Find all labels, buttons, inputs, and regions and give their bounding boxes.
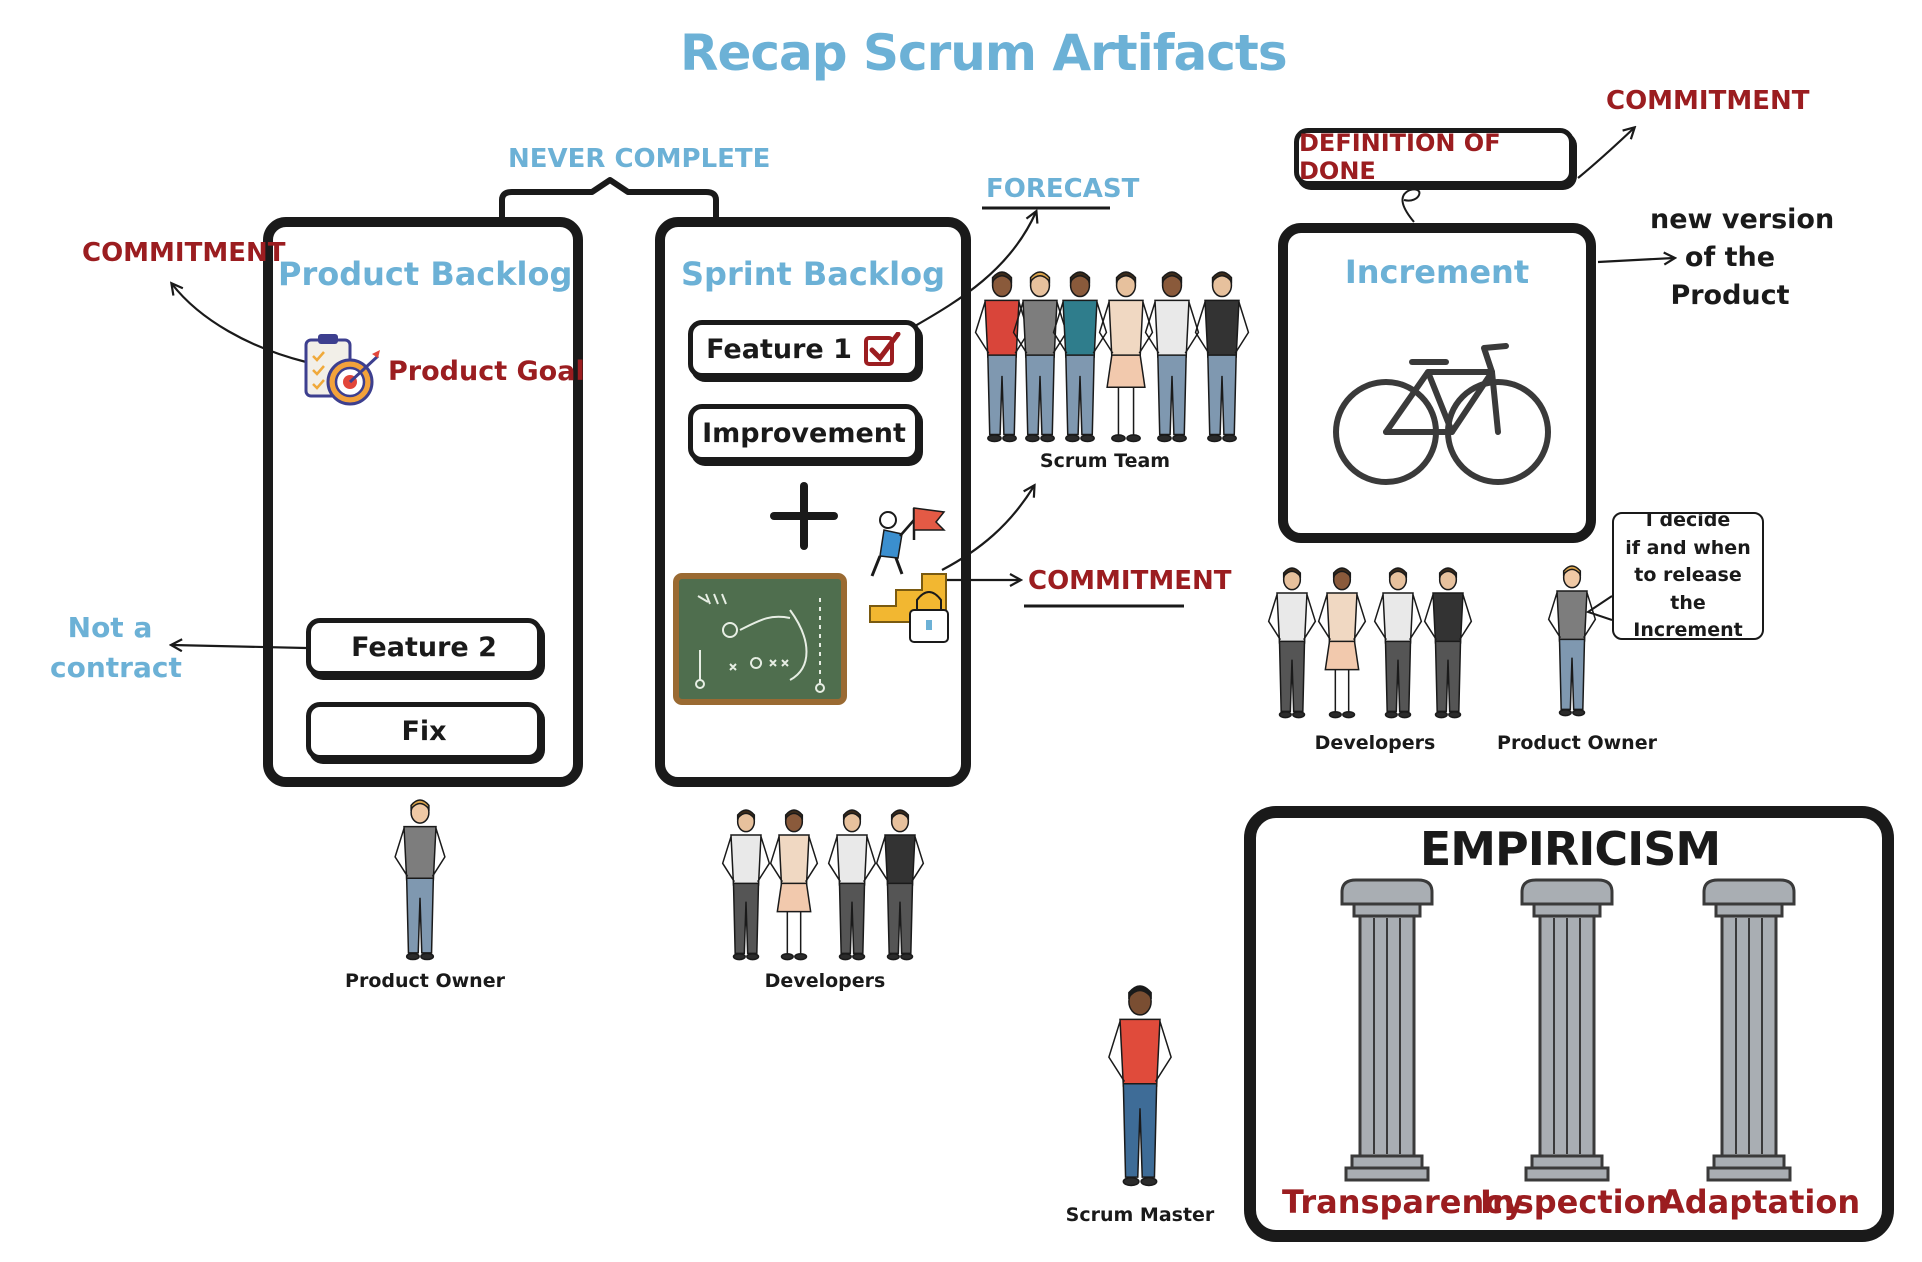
person-figure (1144, 271, 1200, 443)
speech-line: I decide (1645, 509, 1731, 532)
new-version-line2: of the (1684, 242, 1776, 273)
scrum-team-caption: Scrum Team (1039, 450, 1171, 472)
definition-of-done-badge: DEFINITION OF DONE (1294, 128, 1574, 186)
product-owner-left-caption: Product Owner (345, 970, 505, 992)
speech-line: if and when (1625, 536, 1751, 559)
person-figure (875, 809, 925, 961)
speech-bubble: I decide if and when to release the Incr… (1612, 509, 1764, 641)
person-figure (1098, 271, 1154, 443)
goal-commitment-arrow (941, 486, 1034, 571)
person-figure (1012, 271, 1068, 443)
page-title: Recap Scrum Artifacts (680, 24, 1288, 82)
product-backlog-title: Product Backlog (278, 255, 573, 293)
increment-box (1278, 223, 1596, 543)
product-owner-right-caption: Product Owner (1497, 732, 1657, 754)
person-figure (1108, 985, 1172, 1187)
developers-right-caption: Developers (1314, 732, 1436, 754)
feature-2-item[interactable]: Feature 2 (306, 618, 542, 676)
not-a-contract-arrow (172, 645, 307, 648)
developers-middle-caption: Developers (764, 970, 886, 992)
commitment-left-label: COMMITMENT (82, 238, 286, 268)
person-figure (1547, 565, 1597, 717)
person-figure (1423, 567, 1473, 719)
person-figure (1052, 271, 1108, 443)
person-figure (769, 809, 819, 961)
sprint-backlog-title: Sprint Backlog (680, 255, 945, 293)
pillar-label-transparency: Transparency (1282, 1183, 1525, 1221)
person-figure (1317, 567, 1367, 719)
increment-title: Increment (1344, 253, 1530, 291)
commitment-middle-label: COMMITMENT (1028, 566, 1232, 596)
chalkboard-icon (673, 573, 847, 705)
improvement-item[interactable]: Improvement (688, 404, 920, 462)
never-complete-label: NEVER COMPLETE (508, 144, 771, 174)
never-complete-brace (499, 177, 719, 222)
speech-line: to release (1634, 564, 1742, 587)
person-figure (1194, 271, 1250, 443)
feature-1-item[interactable]: Feature 1 (688, 320, 920, 378)
dod-commitment-arrow (1577, 128, 1634, 179)
person-figure (1267, 567, 1317, 719)
commitment-right-label: COMMITMENT (1606, 86, 1810, 116)
commitment-left-arrow (172, 284, 307, 364)
scrum-master-caption: Scrum Master (1065, 1204, 1215, 1226)
bicycle-icon (1333, 343, 1551, 485)
sprint-goal-icon (869, 507, 949, 643)
plus-icon (770, 482, 838, 550)
speech-line: the Increment (1633, 591, 1743, 642)
person-figure (394, 799, 446, 961)
product-goal-label: Product Goal (388, 356, 585, 387)
forecast-arrow (914, 212, 1036, 327)
forecast-label: FORECAST (986, 174, 1140, 204)
not-a-contract-line1: Not a (67, 611, 153, 644)
empiricism-title: EMPIRICISM (1419, 822, 1721, 876)
new-version-arrow (1597, 258, 1674, 262)
person-figure (827, 809, 877, 961)
pillar-label-inspection: Inspection (1480, 1183, 1669, 1221)
dod-link-squiggle (1401, 188, 1421, 223)
pillar-transparency (1340, 878, 1434, 1182)
not-a-contract-line2: contract (50, 651, 182, 684)
checkbox-checked-icon (863, 331, 902, 366)
pillar-inspection (1520, 878, 1614, 1182)
new-version-line3: Product (1670, 280, 1790, 311)
pillar-label-adaptation: Adaptation (1660, 1183, 1861, 1221)
person-figure (974, 271, 1030, 443)
product-goal-icon (304, 334, 380, 406)
product-backlog-box (263, 217, 583, 787)
new-version-line1: new version (1650, 204, 1835, 235)
pillar-adaptation (1702, 878, 1796, 1182)
fix-item[interactable]: Fix (306, 702, 542, 760)
person-figure (721, 809, 771, 961)
person-figure (1373, 567, 1423, 719)
